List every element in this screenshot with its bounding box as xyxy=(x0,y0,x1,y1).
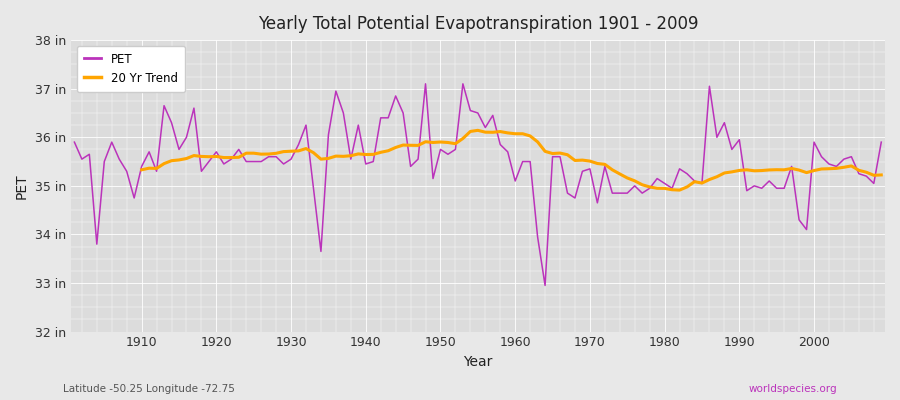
Title: Yearly Total Potential Evapotranspiration 1901 - 2009: Yearly Total Potential Evapotranspiratio… xyxy=(257,15,698,33)
Text: worldspecies.org: worldspecies.org xyxy=(749,384,837,394)
Y-axis label: PET: PET xyxy=(15,173,29,199)
Text: Latitude -50.25 Longitude -72.75: Latitude -50.25 Longitude -72.75 xyxy=(63,384,235,394)
Legend: PET, 20 Yr Trend: PET, 20 Yr Trend xyxy=(76,46,184,92)
X-axis label: Year: Year xyxy=(464,355,492,369)
